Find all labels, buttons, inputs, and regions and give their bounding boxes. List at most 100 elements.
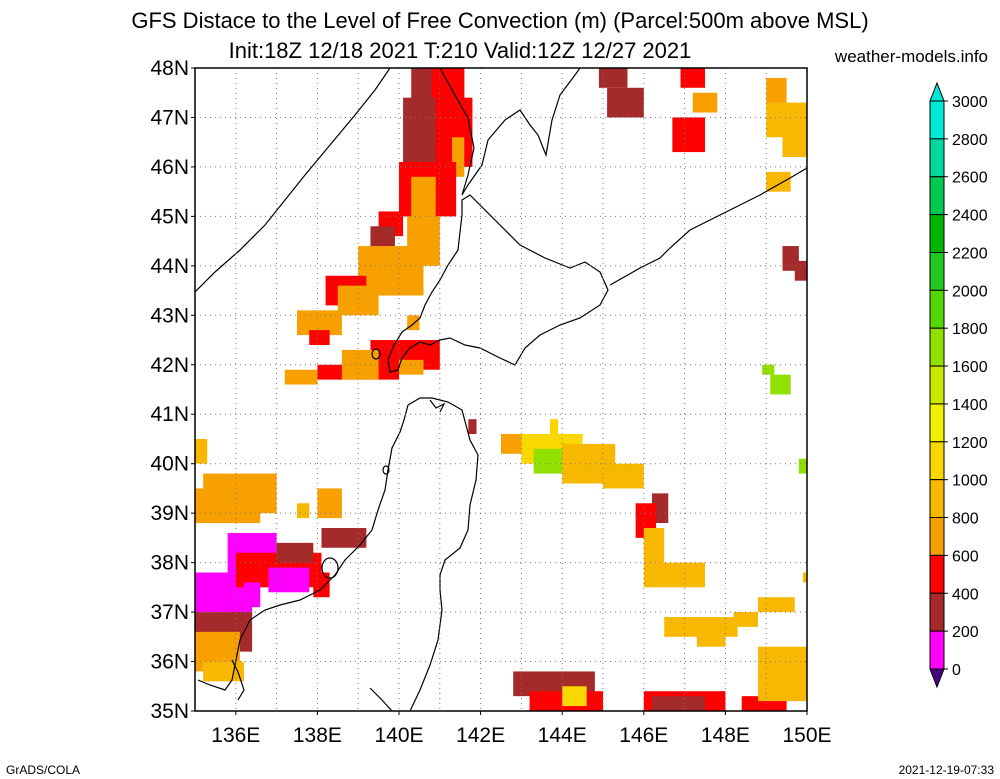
colorbar-segment <box>929 365 945 405</box>
lat-label: 38N <box>150 552 189 575</box>
coastlines <box>195 68 807 711</box>
plot-frame <box>194 67 808 712</box>
colorbar-label: 600 <box>952 548 979 565</box>
shade-cell <box>317 488 342 519</box>
shade-cell <box>399 359 424 375</box>
lat-label: 41N <box>150 403 189 426</box>
shade-cell <box>268 567 310 593</box>
shade-cell <box>468 419 477 435</box>
map-title: GFS Distace to the Level of Free Convect… <box>131 8 869 33</box>
shade-cell <box>782 127 807 158</box>
lat-label: 42N <box>150 354 189 377</box>
lat-label: 46N <box>150 156 189 179</box>
lon-label: 136E <box>211 724 260 747</box>
hokkaido-coast <box>387 194 609 373</box>
colorbar: 3000 2800 2600 2400 2200 2000 1800 1600 1400 1200… <box>929 81 988 689</box>
shade-cell <box>770 374 791 395</box>
lat-label: 47N <box>150 106 189 129</box>
lat-label: 44N <box>150 255 189 278</box>
lon-label: 142E <box>456 724 505 747</box>
colorbar-segment <box>929 138 945 178</box>
colorbar-segment <box>929 100 945 140</box>
map-grid <box>195 68 807 711</box>
colorbar-label: 2000 <box>952 283 988 300</box>
colorbar-label: 2800 <box>952 132 988 149</box>
colorbar-label: 400 <box>952 586 979 603</box>
colorbar-segment <box>929 554 945 594</box>
lat-label: 45N <box>150 205 189 228</box>
shade-cell <box>549 419 559 435</box>
shade-cell <box>337 285 379 316</box>
kuril-coast <box>609 167 807 286</box>
shade-cell <box>321 527 367 548</box>
colorbar-segment <box>929 327 945 367</box>
shade-cell <box>802 572 807 583</box>
shade-cell <box>798 458 807 474</box>
colorbar-label: 0 <box>952 662 961 679</box>
shade-cell <box>766 77 787 103</box>
lfc-shading <box>195 68 807 711</box>
lon-label: 150E <box>782 724 831 747</box>
shade-cell <box>607 87 644 118</box>
shade-cell <box>276 542 314 563</box>
lat-label: 43N <box>150 304 189 327</box>
shade-cell <box>411 176 436 222</box>
shade-cell <box>562 686 587 707</box>
colorbar-segment <box>929 251 945 291</box>
boso-coast <box>369 687 393 711</box>
shade-cell <box>284 369 318 385</box>
shade-cell <box>533 448 567 474</box>
shade-cell <box>672 117 705 153</box>
lat-label: 35N <box>150 700 189 723</box>
shade-cell <box>203 473 277 514</box>
sado-island <box>321 557 339 579</box>
colorbar-label: 2400 <box>952 208 988 225</box>
mainland-coast <box>195 68 391 293</box>
colorbar-segment <box>929 592 945 632</box>
sakhalin-coast <box>439 68 581 196</box>
colorbar-segment <box>929 176 945 216</box>
lat-label: 40N <box>150 453 189 476</box>
shade-cell <box>733 612 759 627</box>
colorbar-label: 800 <box>952 511 979 528</box>
shade-cell <box>766 171 791 192</box>
footer-timestamp: 2021-12-19-07:33 <box>898 763 994 777</box>
lon-label: 144E <box>538 724 587 747</box>
shade-cell <box>203 661 244 682</box>
lat-label: 39N <box>150 502 189 525</box>
shade-cell <box>794 260 807 281</box>
oga-peninsula <box>429 399 446 413</box>
latitude-labels: 48N 47N 46N 45N 44N 43N 42N 41N 40N 39N 38N 37N 36N 3… <box>150 57 195 723</box>
shade-cell <box>309 330 330 345</box>
shade-cell <box>313 572 330 598</box>
lon-label: 146E <box>619 724 668 747</box>
shade-cell <box>407 315 420 331</box>
footer-credit: GrADS/COLA <box>6 763 81 777</box>
site-credit: weather-models.info <box>834 47 988 66</box>
shade-cell <box>762 364 775 375</box>
shade-cell <box>758 597 795 613</box>
lat-label: 37N <box>150 601 189 624</box>
colorbar-label: 3000 <box>952 94 988 111</box>
colorbar-label: 1200 <box>952 435 988 452</box>
colorbar-label: 1800 <box>952 321 988 338</box>
shade-cell <box>297 503 310 519</box>
shade-cell <box>598 68 628 88</box>
colorbar-label: 1400 <box>952 397 988 414</box>
shade-cell <box>758 646 807 702</box>
colorbar-label: 1600 <box>952 359 988 376</box>
colorbar-bottom-arrow <box>929 668 945 689</box>
colorbar-label: 2600 <box>952 170 988 187</box>
colorbar-segment <box>929 517 945 556</box>
colorbar-segment <box>929 479 945 519</box>
lon-label: 138E <box>293 724 342 747</box>
colorbar-segment <box>929 289 945 329</box>
lon-label: 140E <box>374 724 423 747</box>
lat-label: 36N <box>150 651 189 674</box>
okushiri-island <box>371 348 381 360</box>
colorbar-label: 1000 <box>952 473 988 490</box>
honshu-west-coast <box>197 404 409 691</box>
shade-cell <box>643 562 705 588</box>
colorbar-label: 2200 <box>952 245 988 262</box>
shade-cell <box>195 438 208 464</box>
